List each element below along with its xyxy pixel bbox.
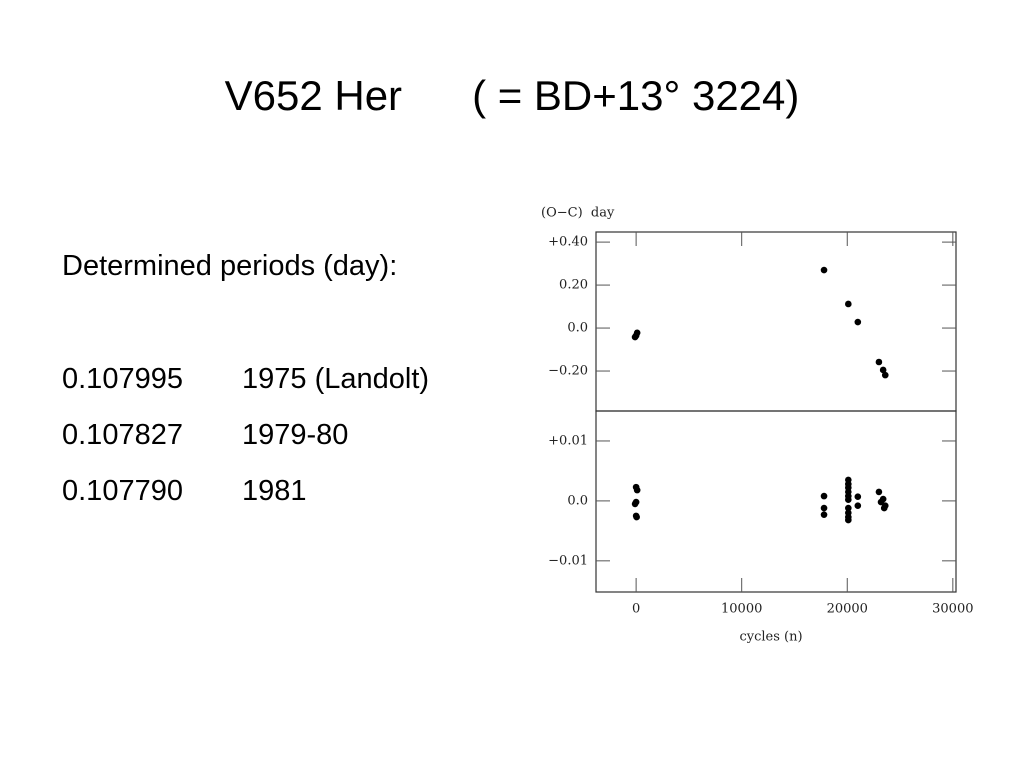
point — [845, 504, 852, 512]
point — [881, 371, 889, 379]
y-tick-label: −0.01 — [548, 553, 588, 568]
point — [820, 266, 828, 274]
point — [875, 358, 883, 366]
period-row: 0.107790 1981 — [62, 475, 307, 508]
y-tick-label: −0.20 — [548, 364, 588, 379]
x-tick-label: 0 — [632, 602, 640, 617]
title: V652 Her — [224, 72, 403, 119]
point — [633, 329, 641, 337]
period-period: 0.107827 — [62, 419, 183, 451]
title-alt: ( = BD+13° 3224) — [472, 72, 800, 119]
point — [854, 318, 862, 326]
point — [854, 493, 862, 501]
point — [845, 516, 852, 524]
point — [633, 486, 641, 494]
point — [633, 513, 640, 521]
x-tick-label: 10000 — [721, 602, 762, 617]
period-period: 0.107995 — [62, 363, 183, 395]
y-tick-label: 0.0 — [567, 321, 588, 336]
plot-frame — [595, 410, 957, 593]
x-tick-label: 30000 — [932, 602, 973, 617]
period-year: 1979-80 — [242, 419, 349, 451]
period-row: 0.107827 1979-80 — [62, 419, 348, 452]
period-year: 1981 — [242, 475, 307, 507]
point — [820, 511, 828, 518]
point — [820, 504, 828, 512]
y-axis-label: (O−C) day — [541, 206, 615, 221]
point — [845, 496, 852, 504]
slide-title: V652 Her ( = BD+13° 3224) — [0, 72, 1024, 120]
point — [880, 504, 888, 512]
y-tick-label: +0.01 — [548, 433, 588, 448]
heading: Determined periods (day): — [62, 250, 398, 282]
x-axis-label: cycles (n) — [739, 630, 802, 645]
period-row: 0.107995 1975 (Landolt) — [62, 363, 429, 396]
point — [631, 500, 639, 508]
x-tick-label: 20000 — [827, 602, 868, 617]
plot-frame — [595, 231, 957, 412]
point — [879, 366, 887, 374]
point — [875, 488, 883, 496]
point — [820, 492, 828, 500]
period-year: 1975 (Landolt) — [242, 363, 430, 395]
point — [854, 502, 862, 509]
point — [845, 300, 852, 308]
y-tick-label: 0.20 — [559, 278, 588, 293]
period-period: 0.107790 — [62, 475, 183, 507]
y-tick-label: 0.0 — [567, 493, 588, 508]
y-tick-label: +0.40 — [548, 235, 588, 250]
